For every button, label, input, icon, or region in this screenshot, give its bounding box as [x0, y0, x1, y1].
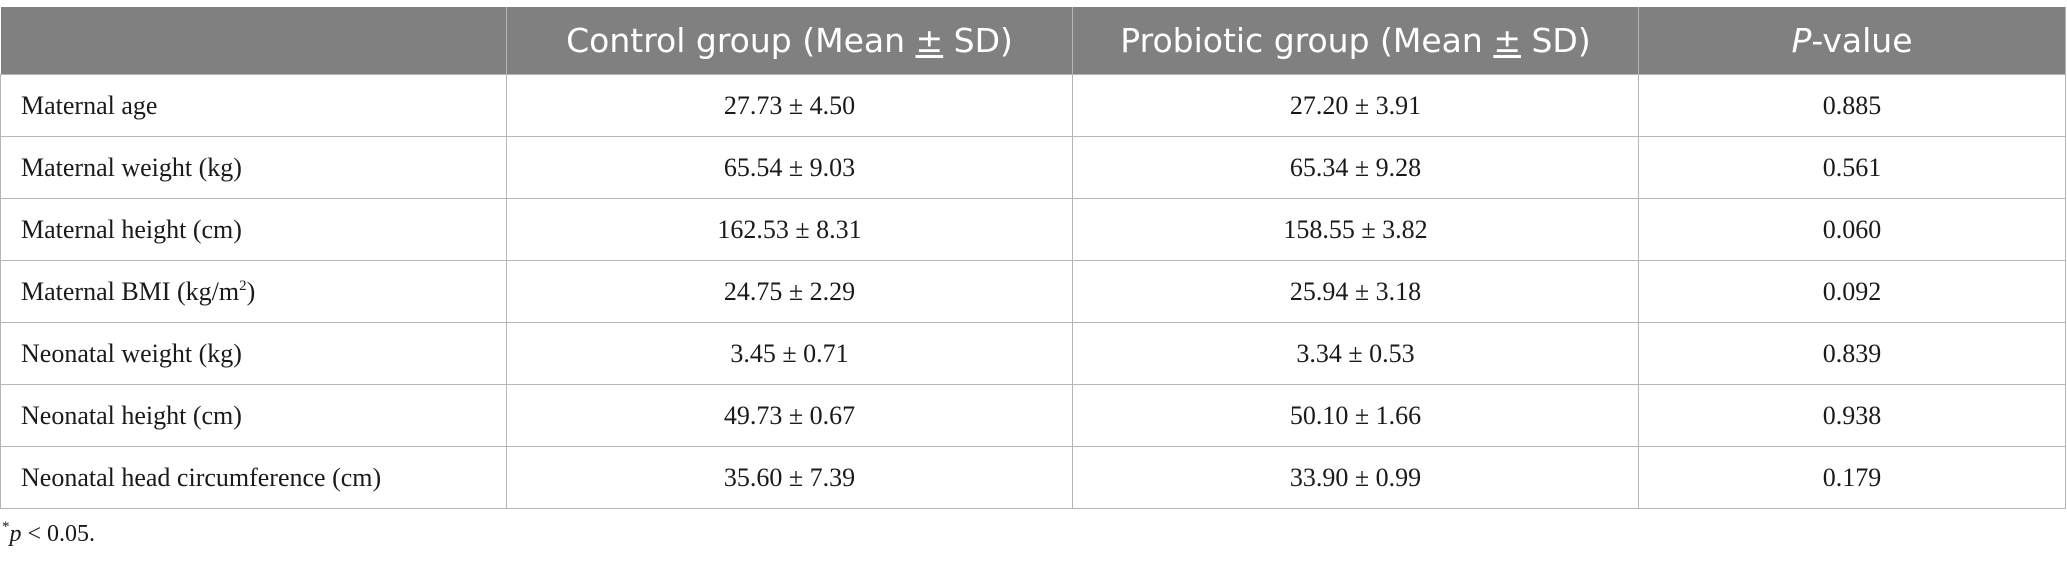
- header-probiotic-pm: ±: [1493, 21, 1521, 60]
- p-value: 0.561: [1638, 136, 2066, 199]
- row-label: Maternal age: [0, 74, 507, 137]
- row-label: Neonatal weight (kg): [0, 322, 507, 385]
- header-control-pre: Control group (Mean: [566, 21, 916, 60]
- header-p-italic: P: [1791, 21, 1812, 60]
- footnote-p: p: [9, 521, 22, 547]
- header-probiotic-pre: Probiotic group (Mean: [1120, 21, 1494, 60]
- p-value: 0.885: [1638, 74, 2066, 137]
- probiotic-value: 27.20 ± 3.91: [1072, 74, 1639, 137]
- row-label-pre: Maternal BMI (kg/m: [21, 276, 240, 306]
- row-label: Maternal BMI (kg/m2): [0, 260, 507, 323]
- control-value: 35.60 ± 7.39: [506, 446, 1073, 509]
- header-control-group: Control group (Mean ± SD): [506, 7, 1073, 75]
- table-row: Neonatal weight (kg) 3.45 ± 0.71 3.34 ± …: [0, 322, 2066, 385]
- footnote-text: < 0.05.: [21, 521, 96, 547]
- table-row: Maternal weight (kg) 65.54 ± 9.03 65.34 …: [0, 136, 2066, 199]
- table-body: Maternal age 27.73 ± 4.50 27.20 ± 3.91 0…: [0, 74, 2066, 509]
- header-control-post: SD): [943, 21, 1013, 60]
- control-value: 27.73 ± 4.50: [506, 74, 1073, 137]
- header-probiotic-group: Probiotic group (Mean ± SD): [1072, 7, 1639, 75]
- control-value: 162.53 ± 8.31: [506, 198, 1073, 261]
- row-label-superscript: 2: [239, 277, 247, 294]
- row-label: Neonatal head circumference (cm): [0, 446, 507, 509]
- probiotic-value: 65.34 ± 9.28: [1072, 136, 1639, 199]
- control-value: 49.73 ± 0.67: [506, 384, 1073, 447]
- p-value: 0.839: [1638, 322, 2066, 385]
- p-value: 0.938: [1638, 384, 2066, 447]
- probiotic-value: 50.10 ± 1.66: [1072, 384, 1639, 447]
- p-value: 0.060: [1638, 198, 2066, 261]
- header-row: Control group (Mean ± SD) Probiotic grou…: [0, 7, 2066, 75]
- table-row: Maternal BMI (kg/m2) 24.75 ± 2.29 25.94 …: [0, 260, 2066, 323]
- footnote: *p < 0.05.: [2, 519, 96, 548]
- row-label: Maternal weight (kg): [0, 136, 507, 199]
- header-control-pm: ±: [915, 21, 944, 60]
- header-p-rest: -value: [1811, 21, 1913, 60]
- header-probiotic-post: SD): [1520, 21, 1591, 60]
- probiotic-value: 33.90 ± 0.99: [1072, 446, 1639, 509]
- table-row: Maternal age 27.73 ± 4.50 27.20 ± 3.91 0…: [0, 74, 2066, 137]
- data-table-container: Control group (Mean ± SD) Probiotic grou…: [0, 7, 2066, 509]
- data-table: Control group (Mean ± SD) Probiotic grou…: [0, 7, 2066, 509]
- table-row: Neonatal height (cm) 49.73 ± 0.67 50.10 …: [0, 384, 2066, 447]
- probiotic-value: 3.34 ± 0.53: [1072, 322, 1639, 385]
- table-row: Maternal height (cm) 162.53 ± 8.31 158.5…: [0, 198, 2066, 261]
- header-p-value: P-value: [1638, 7, 2066, 75]
- control-value: 65.54 ± 9.03: [506, 136, 1073, 199]
- table-row: Neonatal head circumference (cm) 35.60 ±…: [0, 446, 2066, 509]
- table-header: Control group (Mean ± SD) Probiotic grou…: [0, 7, 2066, 75]
- probiotic-value: 25.94 ± 3.18: [1072, 260, 1639, 323]
- header-label-column: [0, 7, 507, 75]
- row-label: Maternal height (cm): [0, 198, 507, 261]
- control-value: 24.75 ± 2.29: [506, 260, 1073, 323]
- p-value: 0.092: [1638, 260, 2066, 323]
- footnote-star: *: [2, 519, 10, 535]
- row-label: Neonatal height (cm): [0, 384, 507, 447]
- p-value: 0.179: [1638, 446, 2066, 509]
- control-value: 3.45 ± 0.71: [506, 322, 1073, 385]
- probiotic-value: 158.55 ± 3.82: [1072, 198, 1639, 261]
- row-label-post: ): [246, 276, 256, 306]
